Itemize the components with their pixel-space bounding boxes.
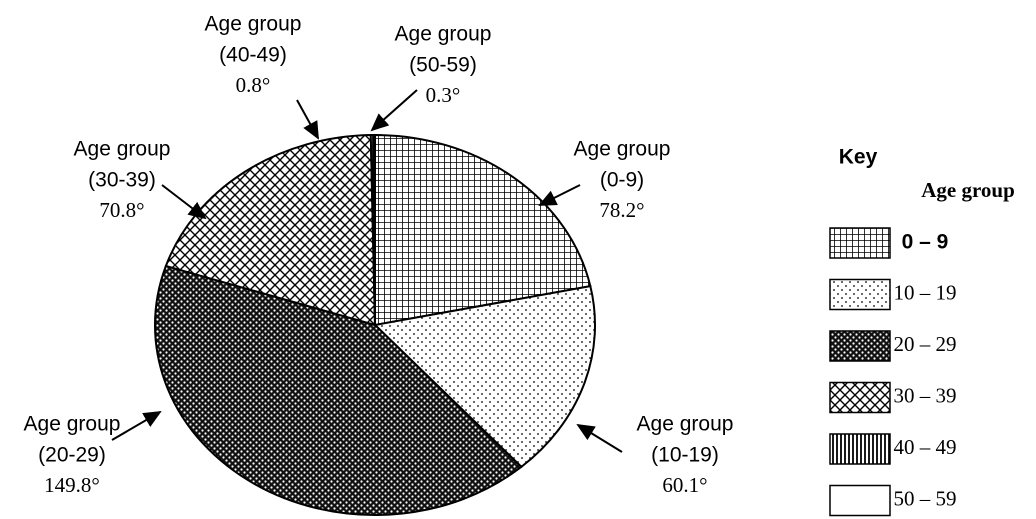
legend-label: 50 – 59 — [894, 486, 957, 510]
data-label: 0.8° — [236, 73, 271, 97]
pie-slice — [374, 133, 592, 327]
callout-label: (10-19) — [651, 444, 719, 467]
legend-label: 10 – 19 — [894, 280, 957, 304]
callout-title: Age group — [395, 23, 492, 46]
callout-label: (20-29) — [38, 444, 106, 467]
callout-title: Age group — [637, 413, 734, 436]
data-label: 149.8° — [44, 473, 100, 497]
callout-label: (0-9) — [600, 169, 644, 192]
legend-label: 20 – 29 — [894, 332, 957, 356]
legend-label: 0 – 9 — [902, 231, 949, 254]
legend-swatch — [829, 330, 891, 362]
callout-label: (50-59) — [409, 54, 477, 77]
callout-title: Age group — [205, 13, 302, 36]
callout-title: Age group — [74, 138, 171, 161]
callout-arrow — [370, 89, 418, 132]
pie-slice — [154, 264, 523, 516]
callout-title: Age group — [574, 138, 671, 161]
legend-swatch — [829, 433, 891, 465]
pie-slice — [164, 134, 377, 327]
data-label: 0.3° — [426, 83, 461, 107]
legend-subtitle: Age group — [921, 178, 1015, 202]
legend-swatch — [829, 227, 891, 259]
data-label: 60.1° — [662, 473, 707, 497]
callout-label: (40-49) — [219, 44, 287, 67]
callout-arrow — [538, 184, 581, 206]
legend-swatch — [829, 484, 891, 517]
callout-title: Age group — [24, 413, 121, 436]
legend-label: 40 – 49 — [894, 435, 957, 459]
pie-slice — [372, 133, 376, 326]
callout-arrow — [161, 184, 207, 220]
callout-arrow — [111, 410, 162, 441]
callout-label: (30-39) — [88, 169, 156, 192]
pie-slice — [372, 284, 596, 469]
legend-swatch — [829, 381, 891, 414]
callout-arrow — [296, 99, 319, 140]
data-label: 78.2° — [599, 198, 644, 222]
legend-swatch — [829, 278, 891, 311]
legend-title: Key — [839, 146, 878, 169]
legend-label: 30 – 39 — [894, 383, 957, 407]
data-label: 70.8° — [99, 198, 144, 222]
callout-arrow — [576, 423, 623, 453]
